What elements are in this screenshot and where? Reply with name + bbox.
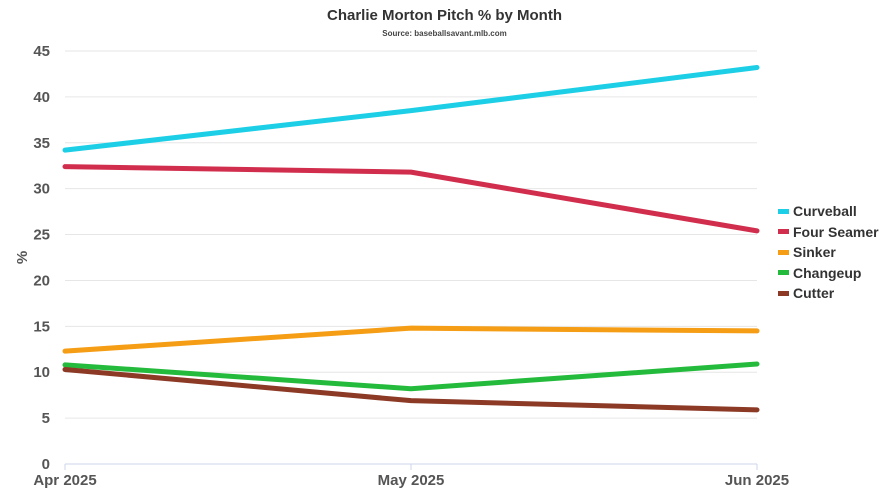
y-tick-label: 15 (33, 318, 50, 335)
y-tick-label: 0 (42, 456, 50, 473)
legend-label: Sinker (793, 244, 836, 261)
chart-subtitle: Source: baseballsavant.mlb.com (382, 29, 507, 38)
x-tick-label: Jun 2025 (725, 472, 789, 489)
legend-label: Changeup (793, 264, 862, 281)
y-tick-label: 40 (33, 89, 50, 106)
y-tick-label: 20 (33, 272, 50, 289)
legend: Curveball Four Seamer Sinker Changeup Cutter (778, 201, 879, 304)
y-tick-label: 30 (33, 181, 50, 198)
legend-label: Curveball (793, 203, 857, 220)
series-line-sinker (62, 325, 760, 354)
legend-swatch (778, 208, 789, 214)
legend-swatch (778, 229, 789, 235)
legend-item[interactable]: Curveball (778, 201, 879, 222)
legend-label: Cutter (793, 285, 835, 302)
chart-title: Charlie Morton Pitch % by Month (327, 7, 562, 24)
legend-item[interactable]: Four Seamer (778, 222, 879, 243)
series-line-curveball (62, 65, 760, 153)
legend-item[interactable]: Sinker (778, 242, 879, 263)
series-line-cutter (62, 366, 760, 413)
x-tick-label: May 2025 (378, 472, 445, 489)
y-tick-label: 25 (33, 227, 50, 244)
y-axis-label: % (14, 251, 31, 264)
legend-item[interactable]: Changeup (778, 263, 879, 284)
legend-label: Four Seamer (793, 223, 879, 240)
series-line-changeup (62, 361, 760, 392)
legend-item[interactable]: Cutter (778, 283, 879, 304)
y-tick-label: 10 (33, 364, 50, 381)
y-tick-label: 35 (33, 135, 50, 152)
y-tick-label: 45 (33, 43, 50, 60)
y-tick-label: 5 (42, 410, 50, 427)
series-line-four-seamer (62, 164, 760, 234)
x-tick-label: Apr 2025 (33, 472, 96, 489)
legend-swatch (778, 290, 789, 296)
legend-swatch (778, 249, 789, 255)
legend-swatch (778, 270, 789, 276)
